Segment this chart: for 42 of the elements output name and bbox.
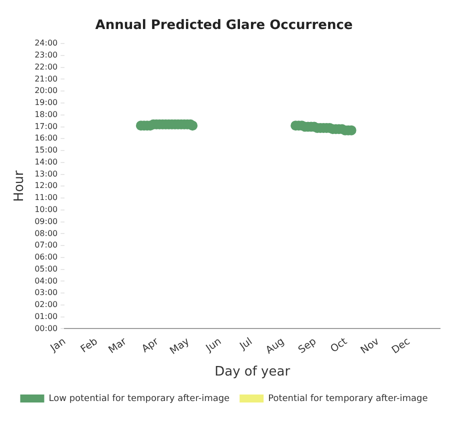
x-tick-label: Jul [237,336,255,353]
x-tick-label: Jan [48,336,68,355]
x-tick-label: Nov [359,336,382,356]
y-tick-label: 03:00 [34,288,58,298]
x-tick-label: May [168,336,192,358]
y-tick-label: 06:00 [34,252,58,262]
y-tick-label: 18:00 [34,110,58,119]
y-tick-label: 20:00 [34,86,58,96]
y-tick-label: 01:00 [34,312,58,321]
legend-label: Low potential for temporary after-image [48,394,230,404]
x-tick-label: Oct [328,336,350,356]
y-tick-label: 16:00 [34,134,58,143]
x-tick-label: Aug [264,336,286,356]
y-tick-label: 19:00 [34,98,58,108]
y-tick-label: 14:00 [34,157,58,166]
x-tick-label: Mar [106,336,130,356]
y-tick-label: 09:00 [34,216,58,226]
y-tick-label: 05:00 [34,264,58,274]
y-axis-title: Hour [12,170,28,202]
x-tick-label: Sep [296,336,318,356]
x-axis-title: Day of year [214,364,291,380]
x-tick-label: Apr [140,336,162,356]
legend-label: Potential for temporary after-image [268,394,428,404]
y-tick-label: 17:00 [34,122,58,131]
y-tick-label: 00:00 [34,324,58,333]
x-tick-label: Jun [204,336,224,355]
y-tick-label: 15:00 [34,146,58,155]
y-tick-label: 23:00 [34,50,58,60]
y-tick-label: 12:00 [34,181,58,190]
y-tick-label: 02:00 [34,300,58,310]
y-tick-label: 11:00 [34,193,58,202]
y-tick-label: 13:00 [34,169,58,178]
x-tick-label: Feb [79,336,100,356]
y-tick-label: 07:00 [34,240,58,250]
y-tick-label: 10:00 [34,204,58,214]
y-tick-label: 22:00 [34,62,58,72]
x-tick-label: Dec [390,336,412,356]
y-tick-label: 24:00 [34,38,58,48]
y-tick-label: 08:00 [34,228,58,238]
chart-title: Annual Predicted Glare Occurrence [95,18,353,34]
y-tick-label: 04:00 [34,276,58,286]
y-tick-label: 21:00 [34,74,58,84]
